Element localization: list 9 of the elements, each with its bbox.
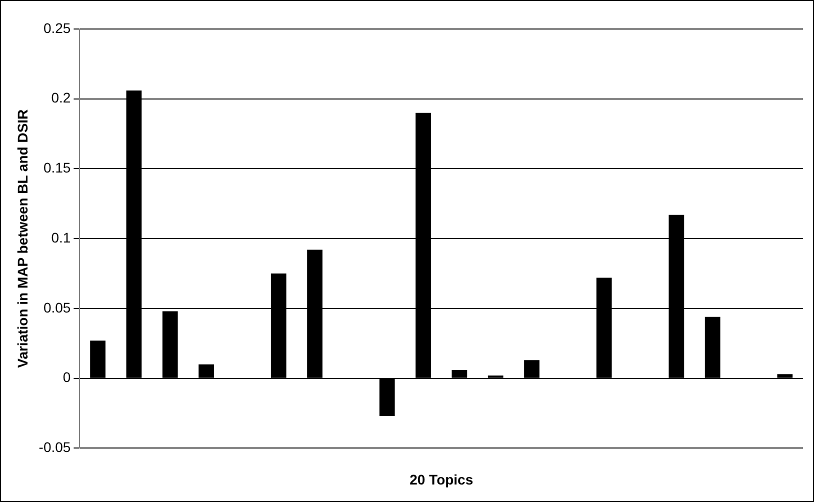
y-tick-label: 0.15: [43, 160, 71, 176]
y-tick-label: -0.05: [38, 439, 71, 456]
y-axis-title: Variation in MAP between BL and DSIR: [14, 109, 30, 368]
y-tick-label: 0: [62, 369, 71, 386]
y-tick-label: 0.25: [43, 20, 71, 36]
x-axis-title: 20 Topics: [410, 471, 474, 488]
y-tick-label: 0.2: [51, 90, 71, 106]
y-tick-label: 0.1: [51, 229, 71, 246]
y-tick-label: 0.05: [43, 299, 71, 316]
